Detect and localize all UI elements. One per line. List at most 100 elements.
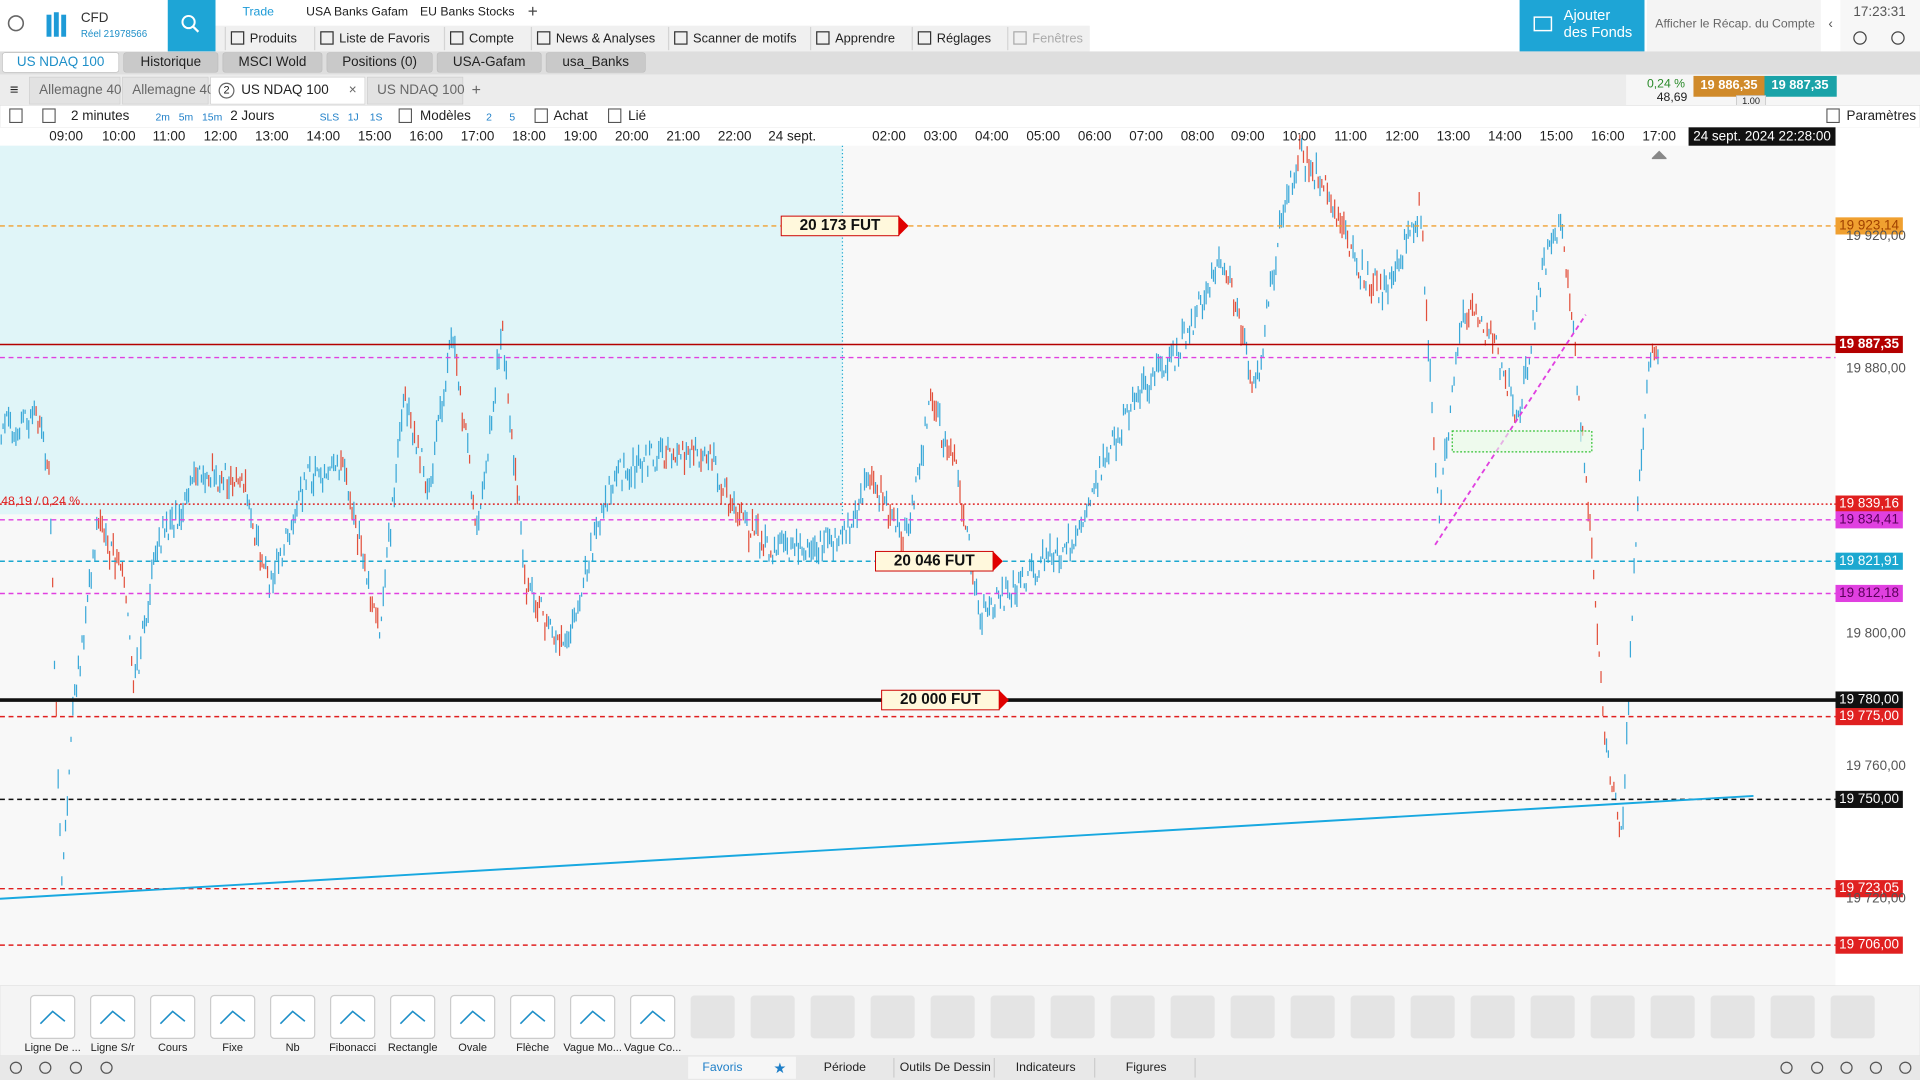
tool-label[interactable]: Fibonacci <box>329 1042 376 1054</box>
info-icon[interactable] <box>1853 31 1867 45</box>
trend-line-2[interactable] <box>1434 314 1587 546</box>
menu-item[interactable]: Fenêtres <box>1032 31 1083 46</box>
footer-tab[interactable]: Favoris <box>702 1060 742 1074</box>
summary-button[interactable] <box>1646 0 1821 52</box>
tool-button[interactable] <box>330 994 376 1039</box>
tab[interactable] <box>2 52 120 73</box>
chart-tab[interactable] <box>210 76 366 105</box>
tool-label[interactable]: Ligne De ... <box>24 1042 80 1054</box>
add-chart-tab[interactable]: + <box>472 82 481 99</box>
menu-item[interactable]: Compte <box>469 31 514 46</box>
footer-tab[interactable]: Période <box>824 1060 866 1074</box>
tool-button[interactable] <box>390 994 436 1039</box>
tool-label[interactable]: Cours <box>158 1042 188 1054</box>
close-tab[interactable]: × <box>349 82 357 97</box>
footer-tab[interactable]: Indicateurs <box>1016 1060 1076 1074</box>
tab[interactable] <box>123 52 219 73</box>
tool-button[interactable] <box>509 994 556 1039</box>
mode[interactable]: 1J <box>348 112 359 123</box>
tab[interactable] <box>222 52 323 73</box>
chart-tab[interactable] <box>367 76 464 105</box>
interval[interactable]: 2 minutes <box>71 108 130 123</box>
tool-label[interactable]: Ovale <box>458 1042 487 1054</box>
footer-icon[interactable] <box>39 1061 52 1074</box>
chart-tab-label[interactable]: US NDAQ 100 <box>377 82 464 97</box>
footer-icon[interactable] <box>100 1061 113 1074</box>
tab-label[interactable]: Positions (0) <box>342 54 417 69</box>
favorite-star[interactable]: ★ <box>773 1061 786 1077</box>
tab[interactable] <box>326 52 433 73</box>
footer-tab[interactable]: Figures <box>1126 1060 1167 1074</box>
tab-label[interactable]: MSCI Wold <box>239 54 307 69</box>
menu-item[interactable]: Produits <box>250 31 297 46</box>
mode[interactable]: 1S <box>370 112 383 123</box>
menu-top-item[interactable]: EU Banks Stocks <box>420 4 515 18</box>
quick-interval[interactable]: 5m <box>179 112 193 123</box>
footer-icon[interactable] <box>1811 1061 1824 1074</box>
templates[interactable]: Modèles <box>420 108 471 123</box>
tool-label[interactable]: Nb <box>286 1042 300 1054</box>
tool-button[interactable] <box>450 994 496 1039</box>
buy[interactable]: Achat <box>553 108 588 123</box>
tool-button[interactable] <box>270 994 316 1039</box>
zone-rect[interactable] <box>1451 430 1593 453</box>
footer-icon[interactable] <box>9 1061 23 1074</box>
menu-item[interactable]: News & Analyses <box>556 31 655 46</box>
toolbar-icon[interactable] <box>1826 108 1840 124</box>
tab-label[interactable]: USA-Gafam <box>453 54 526 69</box>
tool-label[interactable]: Vague Co... <box>624 1042 681 1054</box>
ask-box[interactable] <box>1764 75 1837 97</box>
range[interactable]: 2 Jours <box>230 108 274 123</box>
footer-icon[interactable] <box>1780 1061 1793 1074</box>
footer-icon[interactable] <box>1869 1061 1883 1074</box>
chart-tab-label[interactable]: Allemagne 40 <box>132 82 214 97</box>
chart-tab[interactable] <box>122 76 209 105</box>
trend-line[interactable] <box>0 794 1754 900</box>
footer-icon[interactable] <box>1840 1061 1853 1074</box>
summary-label[interactable]: Afficher le Récap. du Compte <box>1655 17 1815 31</box>
menu-item[interactable]: Réglages <box>937 31 991 46</box>
search-button[interactable] <box>167 0 216 52</box>
tool-button[interactable] <box>570 994 616 1039</box>
toolbar-icon[interactable] <box>398 108 412 124</box>
tool-button[interactable] <box>90 994 136 1039</box>
tool-label[interactable]: Rectangle <box>388 1042 438 1054</box>
quick-interval[interactable]: 2m <box>156 112 170 123</box>
user-icon[interactable] <box>7 15 25 32</box>
tab-label[interactable]: US NDAQ 100 <box>17 54 104 69</box>
tab-label[interactable]: Historique <box>141 54 202 69</box>
tool-button[interactable] <box>150 994 196 1039</box>
footer-tab[interactable]: Outils De Dessin <box>900 1060 991 1074</box>
toolbar-icon[interactable] <box>534 108 548 124</box>
count[interactable]: 2 <box>486 112 492 123</box>
menu-item[interactable]: Liste de Favoris <box>339 31 430 46</box>
tab-label[interactable]: usa_Banks <box>562 54 629 69</box>
tool-button[interactable] <box>630 994 676 1039</box>
mode[interactable]: SLS <box>320 112 340 123</box>
count[interactable]: 5 <box>509 112 515 123</box>
quick-interval[interactable]: 15m <box>202 112 222 123</box>
tool-button[interactable] <box>210 994 256 1039</box>
tab[interactable] <box>436 52 542 73</box>
menu-top-item[interactable]: USA Banks Gafam <box>306 4 408 18</box>
tab[interactable] <box>545 52 646 73</box>
footer-icon[interactable] <box>69 1061 83 1074</box>
toolbar-icon[interactable] <box>42 108 56 124</box>
menu-top-item[interactable]: Trade <box>242 4 274 18</box>
tool-button[interactable] <box>30 994 76 1039</box>
toolbar-icon[interactable] <box>608 108 622 124</box>
power-icon[interactable] <box>1891 31 1905 45</box>
tool-label[interactable]: Ligne S/r <box>91 1042 135 1054</box>
menu-item[interactable]: Scanner de motifs <box>693 31 797 46</box>
collapse[interactable]: ‹ <box>1828 16 1832 31</box>
tool-label[interactable]: Flèche <box>516 1042 549 1054</box>
toolbar-icon[interactable] <box>9 108 23 124</box>
linked[interactable]: Lié <box>628 108 646 123</box>
chart-tab[interactable] <box>29 76 121 105</box>
menu-item[interactable]: Apprendre <box>835 31 895 46</box>
fund-button[interactable] <box>1519 0 1645 52</box>
chart-tab-label[interactable]: US NDAQ 100 <box>241 82 328 97</box>
settings[interactable]: Paramètres <box>1847 108 1917 123</box>
chart-tab-label[interactable]: Allemagne 40 <box>39 82 121 97</box>
tool-label[interactable]: Fixe <box>222 1042 243 1054</box>
